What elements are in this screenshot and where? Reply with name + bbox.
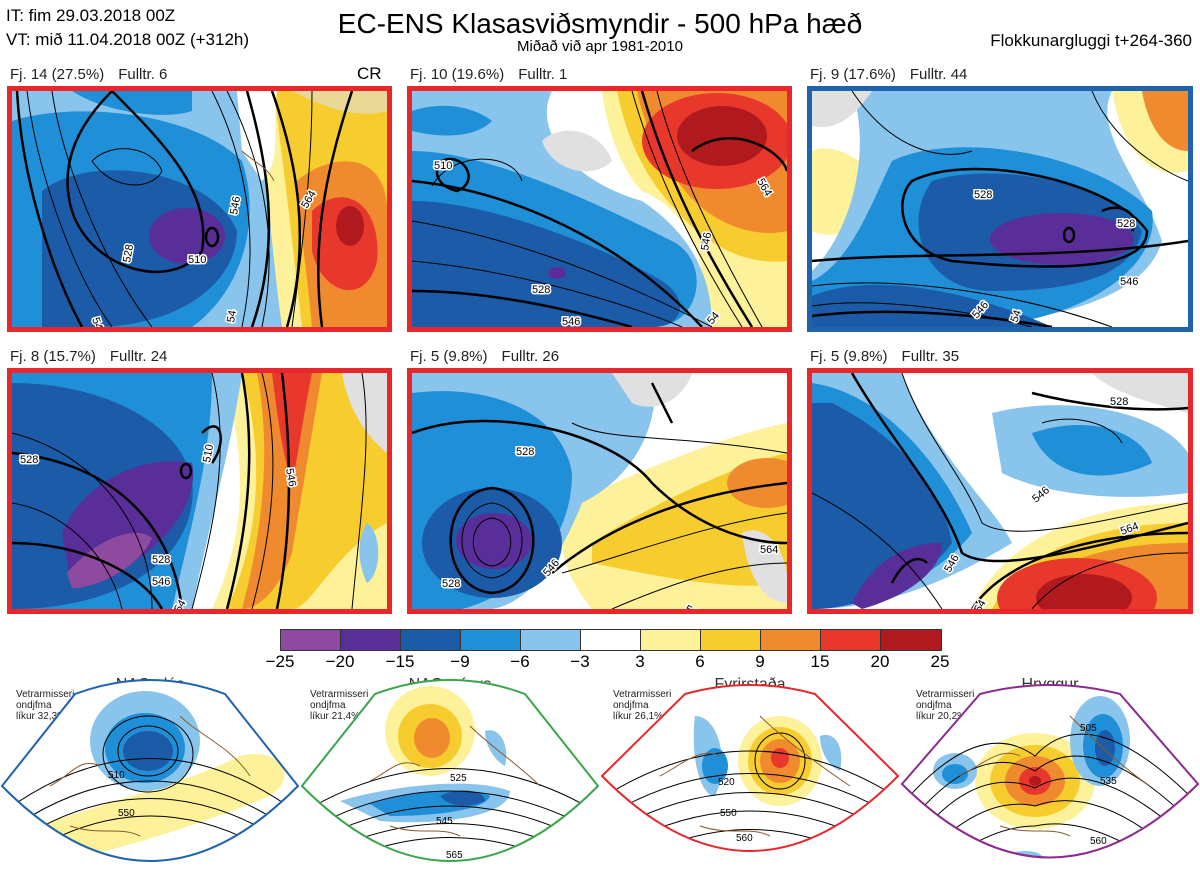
contour-label: 520 <box>718 777 735 788</box>
cluster-map-6: 528 546 564 546 54 <box>807 368 1193 614</box>
colorbar-tick: 6 <box>695 652 705 671</box>
cluster-map-2: 510 528 546 546 564 54 <box>407 86 792 332</box>
colorbar-tick: 20 <box>870 652 890 671</box>
contour-label: 528 <box>532 284 550 296</box>
colorbar-tick: −9 <box>450 652 470 671</box>
panel-4-label: Fj. 8 (15.7%) Fulltr. 24 <box>10 348 168 365</box>
contour-label: 510 <box>188 254 206 266</box>
contour-label: 528 <box>1117 218 1135 230</box>
contour-label: 546 <box>699 231 714 251</box>
regime-ridge: Hryggur Vetrarmisseri ondjfma líkur 20,2% <box>900 676 1200 871</box>
colorbar-bin <box>700 629 761 651</box>
panel-1-tag: CR <box>357 64 382 83</box>
cluster-map-3: 528 528 546 546 54 <box>807 86 1193 332</box>
colorbar-tick: −25 <box>265 652 295 671</box>
panel-5-label: Fj. 5 (9.8%) Fulltr. 26 <box>410 348 560 365</box>
contour-label: 535 <box>1100 776 1117 787</box>
cluster-map-5-canvas: 528 528 546 546 564 <box>412 373 787 609</box>
panel-6-label: Fj. 5 (9.8%) Fulltr. 35 <box>810 348 960 365</box>
contour-label: 528 <box>442 578 460 590</box>
regime-note: Vetrarmisseri ondjfma líkur 21,4% <box>310 689 369 722</box>
regime-map: 525 545 565 <box>300 679 600 862</box>
colorbar-bin <box>640 629 701 651</box>
panel-1-label: Fj. 14 (27.5%) Fulltr. 6 <box>10 66 168 83</box>
contour-label: 528 <box>1110 396 1128 408</box>
contour-label: 546 <box>283 467 298 487</box>
colorbar-tick: 15 <box>810 652 830 671</box>
contour-label: 564 <box>760 544 778 556</box>
cluster-map-1: 510 528 546 564 546 54 <box>7 86 392 332</box>
contour-label: 565 <box>446 850 463 861</box>
classification-window-label: Flokkunargluggi t+264-360 <box>990 31 1192 50</box>
contour-label: 54 <box>225 309 239 323</box>
init-time-label: IT: fim 29.03.2018 00Z <box>6 6 176 25</box>
colorbar-bin <box>520 629 581 651</box>
colorbar-bin <box>580 629 641 651</box>
contour-label: 560 <box>1090 836 1107 847</box>
contour-label: 546 <box>152 576 170 588</box>
valid-time-label: VT: mið 11.04.2018 00Z (+312h) <box>6 30 250 49</box>
contour-label: 545 <box>436 816 453 827</box>
regime-blocking: Fyrirstaða Vetrarmisseri ondjfma líkur 26,… <box>600 676 900 871</box>
cluster-map-6-canvas: 528 546 564 546 54 <box>812 373 1188 609</box>
colorbar-bin <box>460 629 521 651</box>
contour-label: 54 <box>1009 308 1024 324</box>
contour-label: 528 <box>121 243 136 263</box>
colorbar-tick: 3 <box>635 652 645 671</box>
cluster-map-3-canvas: 528 528 546 546 54 <box>812 91 1188 327</box>
contour-label: 505 <box>1080 723 1097 734</box>
contour-label: 546 <box>228 195 243 215</box>
regime-note: Vetrarmisseri ondjfma líkur 26,1% <box>613 689 672 722</box>
contour-label: 528 <box>974 189 992 201</box>
cluster-map-1-canvas: 510 528 546 564 546 54 <box>12 91 387 327</box>
regime-map: 520 550 560 <box>600 684 900 852</box>
anomaly-colorbar <box>280 629 942 651</box>
colorbar-bin <box>880 629 942 651</box>
contour-label: 560 <box>736 833 753 844</box>
colorbar-tick: −20 <box>325 652 355 671</box>
contour-label: 528 <box>152 554 170 566</box>
regime-map: 505 535 560 <box>900 684 1200 859</box>
contour-label: 546 <box>562 316 580 327</box>
contour-label: 546 <box>683 603 705 609</box>
page-title: EC-ENS Klasasviðsmyndir - 500 hPa hæð <box>337 8 863 39</box>
colorbar-bin <box>280 629 341 651</box>
contour-label: 525 <box>450 773 467 784</box>
contour-label: 546 <box>1120 276 1138 288</box>
panel-2-label: Fj. 10 (19.6%) Fulltr. 1 <box>410 66 568 83</box>
regime-note: Vetrarmisseri ondjfma líkur 20,2% <box>916 689 975 722</box>
cluster-map-2-canvas: 510 528 546 546 564 54 <box>412 91 787 327</box>
cluster-map-5: 528 528 546 546 564 <box>407 368 792 614</box>
cluster-map-4-canvas: 528 510 528 546 546 54 <box>12 373 387 609</box>
colorbar-bin <box>760 629 821 651</box>
contour-label: 510 <box>201 443 216 463</box>
panel-3-label: Fj. 9 (17.6%) Fulltr. 44 <box>810 66 968 83</box>
contour-label: 550 <box>720 808 737 819</box>
contour-label: 528 <box>516 446 534 458</box>
regime-note: Vetrarmisseri ondjfma líkur 32,3% <box>16 689 75 722</box>
cluster-map-4: 528 510 528 546 546 54 <box>7 368 392 614</box>
colorbar-bin <box>340 629 401 651</box>
colorbar-bin <box>400 629 461 651</box>
regime-map: 510 550 <box>0 679 300 862</box>
colorbar-bin <box>820 629 881 651</box>
colorbar-tick: −6 <box>510 652 530 671</box>
contour-label: 510 <box>108 770 125 781</box>
contour-label: 550 <box>118 808 135 819</box>
colorbar-tick: −15 <box>385 652 415 671</box>
colorbar-tick: −3 <box>570 652 590 671</box>
contour-label: 528 <box>20 454 38 466</box>
colorbar-tick: 25 <box>930 652 950 671</box>
contour-label: 510 <box>434 160 452 172</box>
colorbar-tick: 9 <box>755 652 765 671</box>
page-subtitle: Miðað við apr 1981-2010 <box>517 38 683 55</box>
